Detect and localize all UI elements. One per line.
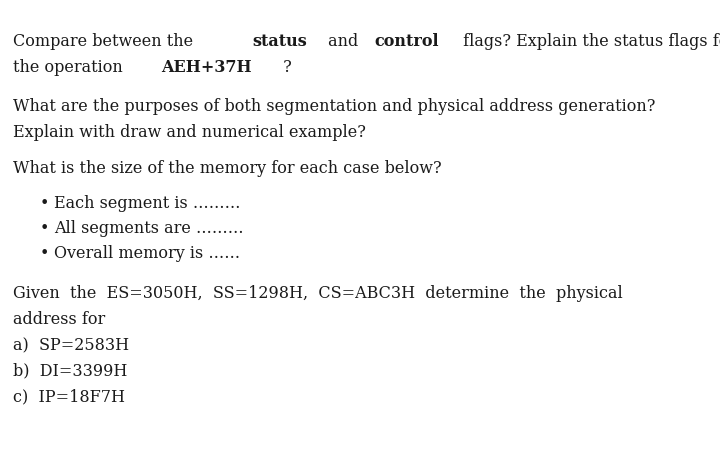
Text: Overall memory is ……: Overall memory is ……	[54, 245, 240, 262]
Text: Each segment is ………: Each segment is ………	[54, 195, 240, 212]
Text: address for: address for	[13, 311, 105, 328]
Text: a)  SP=2583H: a) SP=2583H	[13, 337, 129, 354]
Text: •: •	[40, 220, 49, 237]
Text: flags? Explain the status flags for: flags? Explain the status flags for	[458, 33, 720, 50]
Text: What is the size of the memory for each case below?: What is the size of the memory for each …	[13, 160, 441, 177]
Text: Compare between the: Compare between the	[13, 33, 198, 50]
Text: and: and	[323, 33, 363, 50]
Text: ?: ?	[278, 58, 292, 75]
Text: Given  the  ES=3050H,  SS=1298H,  CS=ABC3H  determine  the  physical: Given the ES=3050H, SS=1298H, CS=ABC3H d…	[13, 285, 623, 302]
Text: control: control	[374, 33, 439, 50]
Text: status: status	[252, 33, 307, 50]
Text: b)  DI=3399H: b) DI=3399H	[13, 363, 127, 380]
Text: •: •	[40, 195, 49, 212]
Text: AEH+37H: AEH+37H	[161, 58, 252, 75]
Text: •: •	[40, 245, 49, 262]
Text: All segments are ………: All segments are ………	[54, 220, 243, 237]
Text: Explain with draw and numerical example?: Explain with draw and numerical example?	[13, 124, 366, 141]
Text: c)  IP=18F7H: c) IP=18F7H	[13, 388, 125, 405]
Text: the operation: the operation	[13, 58, 128, 75]
Text: What are the purposes of both segmentation and physical address generation?: What are the purposes of both segmentati…	[13, 98, 655, 115]
